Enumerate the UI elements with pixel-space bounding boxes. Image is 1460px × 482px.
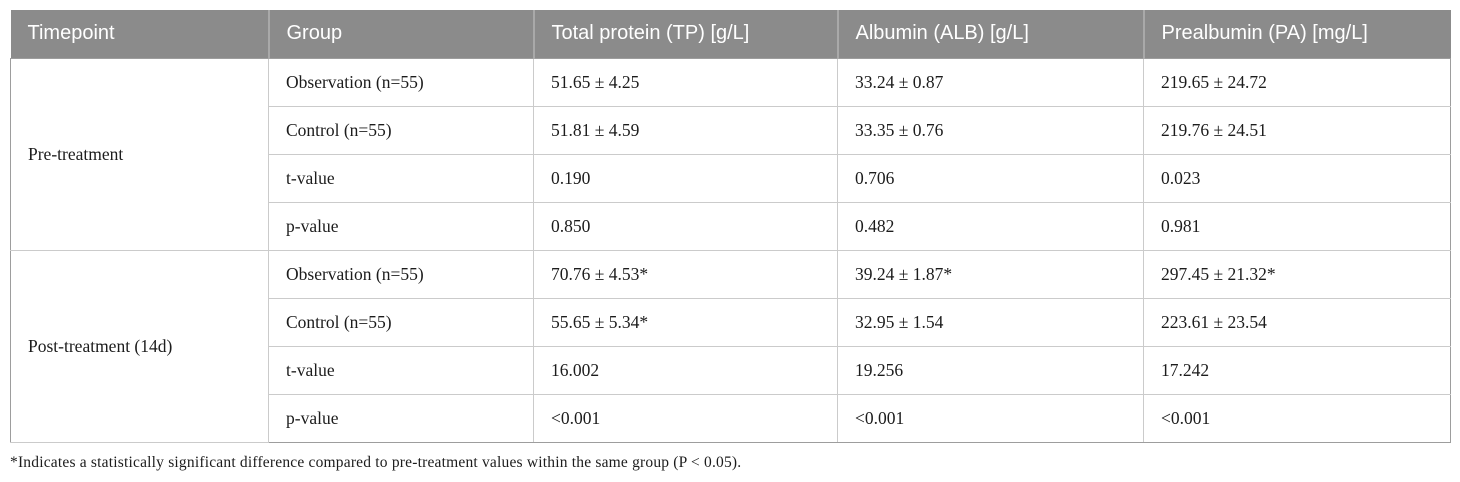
table-row: Pre-treatment Observation (n=55) 51.65 ±… (10, 58, 1451, 251)
table-row: Control (n=55) 55.65 ± 5.34* 32.95 ± 1.5… (11, 297, 1451, 347)
value-cell-tp: 51.65 ± 4.25 (533, 58, 838, 107)
results-table: Timepoint Group Total protein (TP) [g/L]… (10, 10, 1451, 443)
table-row: t-value 0.190 0.706 0.023 (11, 153, 1451, 203)
value-cell-pa: 219.76 ± 24.51 (1143, 105, 1451, 155)
value-cell-pa: 219.65 ± 24.72 (1143, 58, 1451, 107)
value-cell-alb: 0.482 (837, 201, 1144, 251)
value-cell-pa: 223.61 ± 23.54 (1143, 297, 1451, 347)
group-cell: Control (n=55) (268, 297, 534, 347)
table-row: p-value 0.850 0.482 0.981 (11, 201, 1451, 251)
table-row: t-value 16.002 19.256 17.242 (11, 345, 1451, 395)
value-cell-pa: <0.001 (1143, 393, 1451, 443)
column-header-total-protein: Total protein (TP) [g/L] (533, 10, 839, 58)
value-cell-pa: 0.981 (1143, 201, 1451, 251)
group-cell: Observation (n=55) (268, 249, 534, 299)
value-cell-alb: 32.95 ± 1.54 (837, 297, 1144, 347)
value-cell-pa: 17.242 (1143, 345, 1451, 395)
group-cell: p-value (268, 201, 534, 251)
value-cell-alb: 19.256 (837, 345, 1144, 395)
group-cell: p-value (268, 393, 534, 443)
value-cell-alb: <0.001 (837, 393, 1144, 443)
group-cell: Observation (n=55) (268, 58, 534, 107)
timepoint-cell-pre-treatment: Pre-treatment (10, 58, 269, 251)
column-header-group: Group (268, 10, 535, 58)
table-footnote: *Indicates a statistically significant d… (10, 453, 742, 471)
value-cell-tp: 51.81 ± 4.59 (533, 105, 838, 155)
timepoint-cell-post-treatment: Post-treatment (14d) (10, 249, 269, 443)
group-cell: t-value (268, 153, 534, 203)
table-body: Pre-treatment Observation (n=55) 51.65 ±… (10, 58, 1451, 443)
value-cell-tp: 0.850 (533, 201, 838, 251)
value-cell-tp: 0.190 (533, 153, 838, 203)
value-cell-tp: 16.002 (533, 345, 838, 395)
value-cell-tp: 70.76 ± 4.53* (533, 249, 838, 299)
page: Timepoint Group Total protein (TP) [g/L]… (10, 10, 1451, 471)
value-cell-pa: 0.023 (1143, 153, 1451, 203)
value-cell-alb: 39.24 ± 1.87* (837, 249, 1144, 299)
value-cell-alb: 33.24 ± 0.87 (837, 58, 1144, 107)
value-cell-tp: 55.65 ± 5.34* (533, 297, 838, 347)
value-cell-alb: 33.35 ± 0.76 (837, 105, 1144, 155)
value-cell-tp: <0.001 (533, 393, 838, 443)
group-cell: Control (n=55) (268, 105, 534, 155)
column-header-prealbumin: Prealbumin (PA) [mg/L] (1143, 10, 1451, 58)
column-header-timepoint: Timepoint (10, 10, 270, 58)
table-row: Post-treatment (14d) Observation (n=55) … (10, 249, 1451, 443)
table-row: Control (n=55) 51.81 ± 4.59 33.35 ± 0.76… (11, 105, 1451, 155)
group-cell: t-value (268, 345, 534, 395)
column-header-albumin: Albumin (ALB) [g/L] (837, 10, 1145, 58)
table-header: Timepoint Group Total protein (TP) [g/L]… (10, 10, 1451, 58)
value-cell-pa: 297.45 ± 21.32* (1143, 249, 1451, 299)
table-row: p-value <0.001 <0.001 <0.001 (11, 393, 1451, 443)
value-cell-alb: 0.706 (837, 153, 1144, 203)
